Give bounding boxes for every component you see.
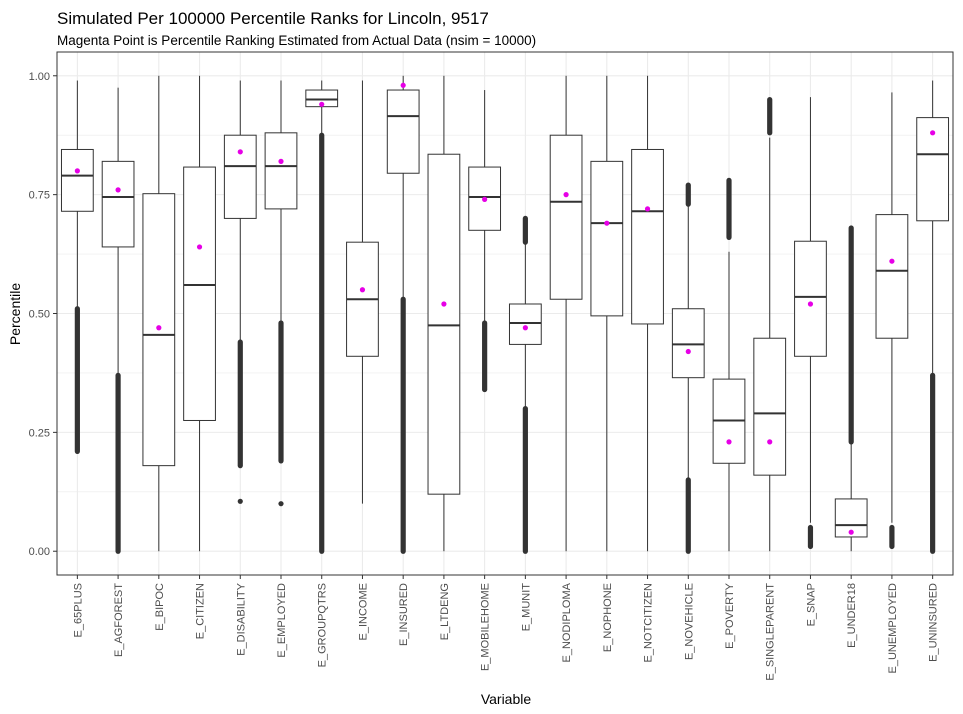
actual-estimate-point [482, 196, 488, 202]
actual-estimate-point [726, 439, 732, 445]
iqr-box [60, 148, 94, 212]
iqr-box [264, 132, 298, 210]
actual-estimate-point [930, 130, 936, 136]
iqr-box [875, 214, 909, 339]
box-e-snap [794, 97, 827, 550]
box-e-disability [223, 80, 257, 504]
box-e-nophone [590, 75, 624, 552]
x-tick-label: E_NODIPLOMA [561, 582, 573, 662]
x-tick-label: E_CITIZEN [195, 583, 207, 639]
y-tick-label: 0.25 [29, 427, 50, 439]
box-e-income [346, 80, 379, 504]
actual-estimate-point [889, 258, 895, 264]
box-e-insured [386, 75, 420, 554]
actual-estimate-point [604, 220, 610, 226]
x-tick-label: E_AGFOREST [113, 583, 125, 657]
box-e-uninsured [916, 80, 950, 554]
y-axis-label: Percentile [7, 283, 23, 345]
iqr-box [631, 148, 664, 325]
y-tick-label: 1.00 [29, 71, 50, 83]
box-e-under18 [834, 225, 868, 552]
x-tick-label: E_NOPHONE [602, 583, 614, 652]
x-tick-label: E_UNDER18 [846, 583, 858, 648]
actual-estimate-point [848, 529, 854, 535]
x-tick-label: E_EMPLOYED [276, 583, 288, 658]
box-e-ltdeng [427, 75, 461, 552]
iqr-box [590, 160, 624, 317]
iqr-box [223, 134, 257, 219]
actual-estimate-point [359, 287, 366, 293]
box-e-agforest [101, 87, 135, 554]
x-tick-label: E_BIPOC [154, 583, 166, 631]
x-tick-label: E_POVERTY [724, 582, 736, 648]
outlier-point [278, 501, 284, 507]
box-e-groupqtrs [305, 80, 339, 554]
actual-estimate-point [156, 325, 162, 331]
x-axis-label: Variable [481, 691, 532, 707]
actual-estimate-point [115, 187, 121, 193]
actual-estimate-point [807, 301, 814, 307]
actual-estimate-point [319, 101, 325, 107]
x-tick-label: E_SNAP [805, 583, 817, 626]
box-e-munit [508, 215, 542, 554]
actual-estimate-point [522, 325, 528, 331]
y-tick-label: 0.50 [29, 309, 50, 321]
x-tick-label: E_65PLUS [72, 583, 84, 637]
plot-layer [60, 75, 950, 554]
x-tick-label: E_DISABILITY [235, 582, 247, 655]
actual-estimate-point [196, 244, 203, 250]
x-tick-label: E_MOBILEHOME [480, 583, 492, 671]
actual-estimate-point [767, 439, 773, 445]
box-e-65plus [60, 80, 94, 454]
axis-layer: 0.00 0.25 0.50 0.75 1.00 E_65PLUS E_AGFOREST E_… [29, 71, 940, 681]
chart-title: Simulated Per 100000 Percentile Ranks fo… [57, 9, 489, 28]
iqr-box [794, 240, 827, 357]
x-tick-label: E_INCOME [357, 583, 369, 640]
iqr-box [508, 303, 542, 345]
chart-subtitle: Magenta Point is Percentile Ranking Esti… [57, 33, 536, 48]
actual-estimate-point [644, 206, 651, 212]
x-tick-label: E_UNINSURED [928, 583, 940, 662]
x-tick-label: E_NOTCITIZEN [643, 583, 655, 663]
x-tick-label: E_UNEMPLOYED [887, 583, 899, 674]
iqr-box [671, 308, 705, 379]
box-e-nodiploma [549, 75, 583, 552]
actual-estimate-point [237, 149, 243, 155]
x-tick-label: E_MUNIT [520, 583, 532, 632]
actual-estimate-point [278, 158, 284, 164]
x-tick-label: E_GROUPQTRS [317, 583, 329, 667]
box-e-notcitizen [631, 75, 664, 552]
iqr-box [101, 160, 135, 248]
box-e-citizen [183, 75, 216, 552]
iqr-box [183, 166, 216, 421]
box-e-unemployed [875, 92, 909, 550]
box-e-novehicle [671, 182, 705, 554]
iqr-box [386, 89, 420, 174]
actual-estimate-point [685, 348, 691, 355]
x-tick-label: E_NOVEHICLE [683, 583, 695, 660]
y-tick-label: 0.00 [29, 546, 50, 558]
x-tick-label: E_INSURED [398, 583, 410, 646]
actual-estimate-point [74, 168, 80, 174]
y-tick-label: 0.75 [29, 190, 50, 202]
iqr-box [427, 153, 461, 495]
x-tick-label: E_SINGLEPARENT [765, 583, 777, 681]
actual-estimate-point [400, 82, 406, 88]
outlier-point [237, 498, 243, 504]
box-e-mobilehome [468, 90, 502, 393]
iqr-box [753, 337, 787, 476]
box-e-bipoc [142, 75, 176, 552]
x-tick-label: E_LTDENG [439, 583, 451, 640]
actual-estimate-point [563, 192, 569, 198]
box-e-employed [264, 80, 298, 507]
box-e-poverty [712, 177, 746, 552]
iqr-box [549, 134, 583, 300]
box-e-singleparent [753, 96, 787, 552]
actual-estimate-point [441, 301, 447, 307]
